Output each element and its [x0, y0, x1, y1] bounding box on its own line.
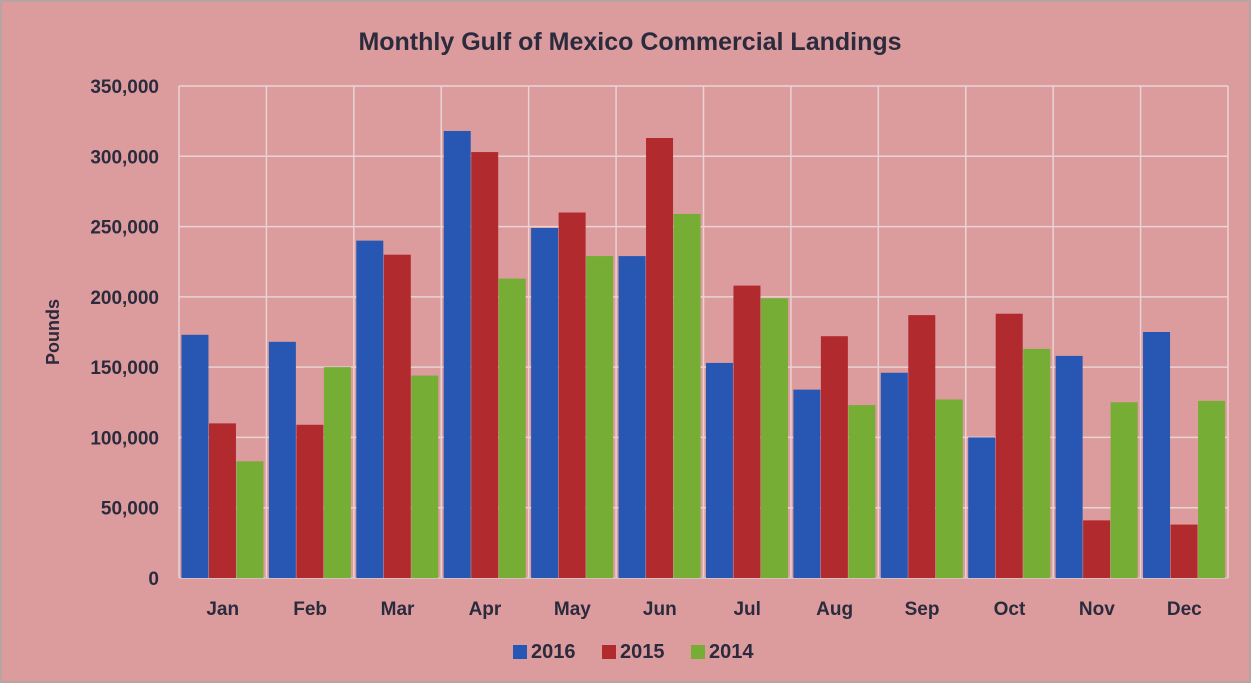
legend: 2016 2015 2014: [513, 641, 754, 663]
y-tick-label: 300,000: [90, 147, 159, 168]
x-tick-label: May: [554, 599, 591, 620]
bar-2016-sep: [880, 372, 908, 578]
x-tick-label: Jan: [206, 599, 239, 620]
bar-2014-feb: [323, 367, 351, 578]
x-tick-label: Sep: [905, 599, 940, 620]
x-tick-label: Feb: [293, 599, 327, 620]
x-tick-label: Jun: [643, 599, 677, 620]
x-tick-label: Aug: [816, 599, 853, 620]
bar-2016-may: [531, 227, 559, 578]
bar-2015-nov: [1083, 520, 1111, 578]
y-tick-label: 100,000: [90, 428, 159, 449]
chart-title: Monthly Gulf of Mexico Commercial Landin…: [358, 28, 901, 56]
bar-2016-mar: [356, 240, 384, 578]
y-axis-ticks: 0 50,000 100,000 150,000 200,000 250,000 300,0…: [90, 77, 159, 590]
bar-2015-sep: [908, 315, 936, 578]
bar-2016-apr: [443, 130, 471, 579]
bar-2014-sep: [935, 399, 963, 578]
bar-2015-jul: [733, 285, 761, 578]
bar-2016-oct: [968, 437, 996, 578]
bar-2014-mar: [411, 375, 439, 578]
bar-2016-jul: [705, 362, 733, 578]
legend-swatch-2016: [513, 645, 527, 659]
bar-2015-jan: [208, 423, 236, 578]
x-tick-label: Apr: [469, 599, 502, 620]
bar-2014-dec: [1198, 400, 1226, 578]
bar-2014-jul: [760, 298, 788, 578]
bar-2015-aug: [820, 336, 848, 578]
bar-2015-feb: [296, 424, 324, 578]
bar-2014-aug: [848, 405, 876, 578]
bar-2016-dec: [1143, 332, 1171, 578]
y-tick-label: 50,000: [101, 499, 159, 520]
legend-label-2015: 2015: [620, 641, 665, 663]
bar-2016-jun: [618, 256, 646, 578]
x-tick-label: Dec: [1167, 599, 1202, 620]
x-tick-label: Oct: [994, 599, 1026, 620]
legend-label-2014: 2014: [709, 641, 754, 663]
bar-2015-apr: [471, 152, 499, 578]
bar-2014-oct: [1023, 348, 1051, 578]
y-tick-label: 150,000: [90, 358, 159, 379]
bar-2014-jun: [673, 213, 701, 579]
bar-2014-jan: [236, 461, 264, 578]
x-tick-label: Mar: [381, 599, 415, 620]
bar-2015-may: [558, 212, 586, 578]
x-tick-label: Jul: [733, 599, 760, 620]
bars: [181, 130, 1226, 579]
bar-2015-oct: [995, 313, 1023, 578]
bar-2016-jan: [181, 334, 209, 578]
bar-2015-mar: [383, 254, 411, 578]
x-tick-label: Nov: [1079, 599, 1115, 620]
legend-label-2016: 2016: [531, 641, 576, 663]
x-axis-ticks: Jan Feb Mar Apr May Jun Jul Aug Sep Oct Nov Dec: [206, 599, 1202, 620]
bar-2016-aug: [793, 389, 821, 578]
gridlines: [178, 85, 1229, 579]
bar-2015-dec: [1170, 524, 1198, 578]
bar-2015-jun: [646, 138, 674, 579]
y-tick-label: 250,000: [90, 218, 159, 239]
bar-2014-may: [586, 256, 614, 578]
y-axis-label: Pounds: [43, 299, 63, 365]
bar-2016-feb: [268, 341, 296, 578]
bar-2014-nov: [1110, 402, 1138, 578]
bar-2016-nov: [1055, 355, 1083, 578]
y-tick-label: 350,000: [90, 77, 159, 98]
legend-swatch-2015: [602, 645, 616, 659]
bar-2014-apr: [498, 278, 526, 578]
y-tick-label: 0: [148, 569, 159, 590]
y-tick-label: 200,000: [90, 288, 159, 309]
legend-swatch-2014: [691, 645, 705, 659]
